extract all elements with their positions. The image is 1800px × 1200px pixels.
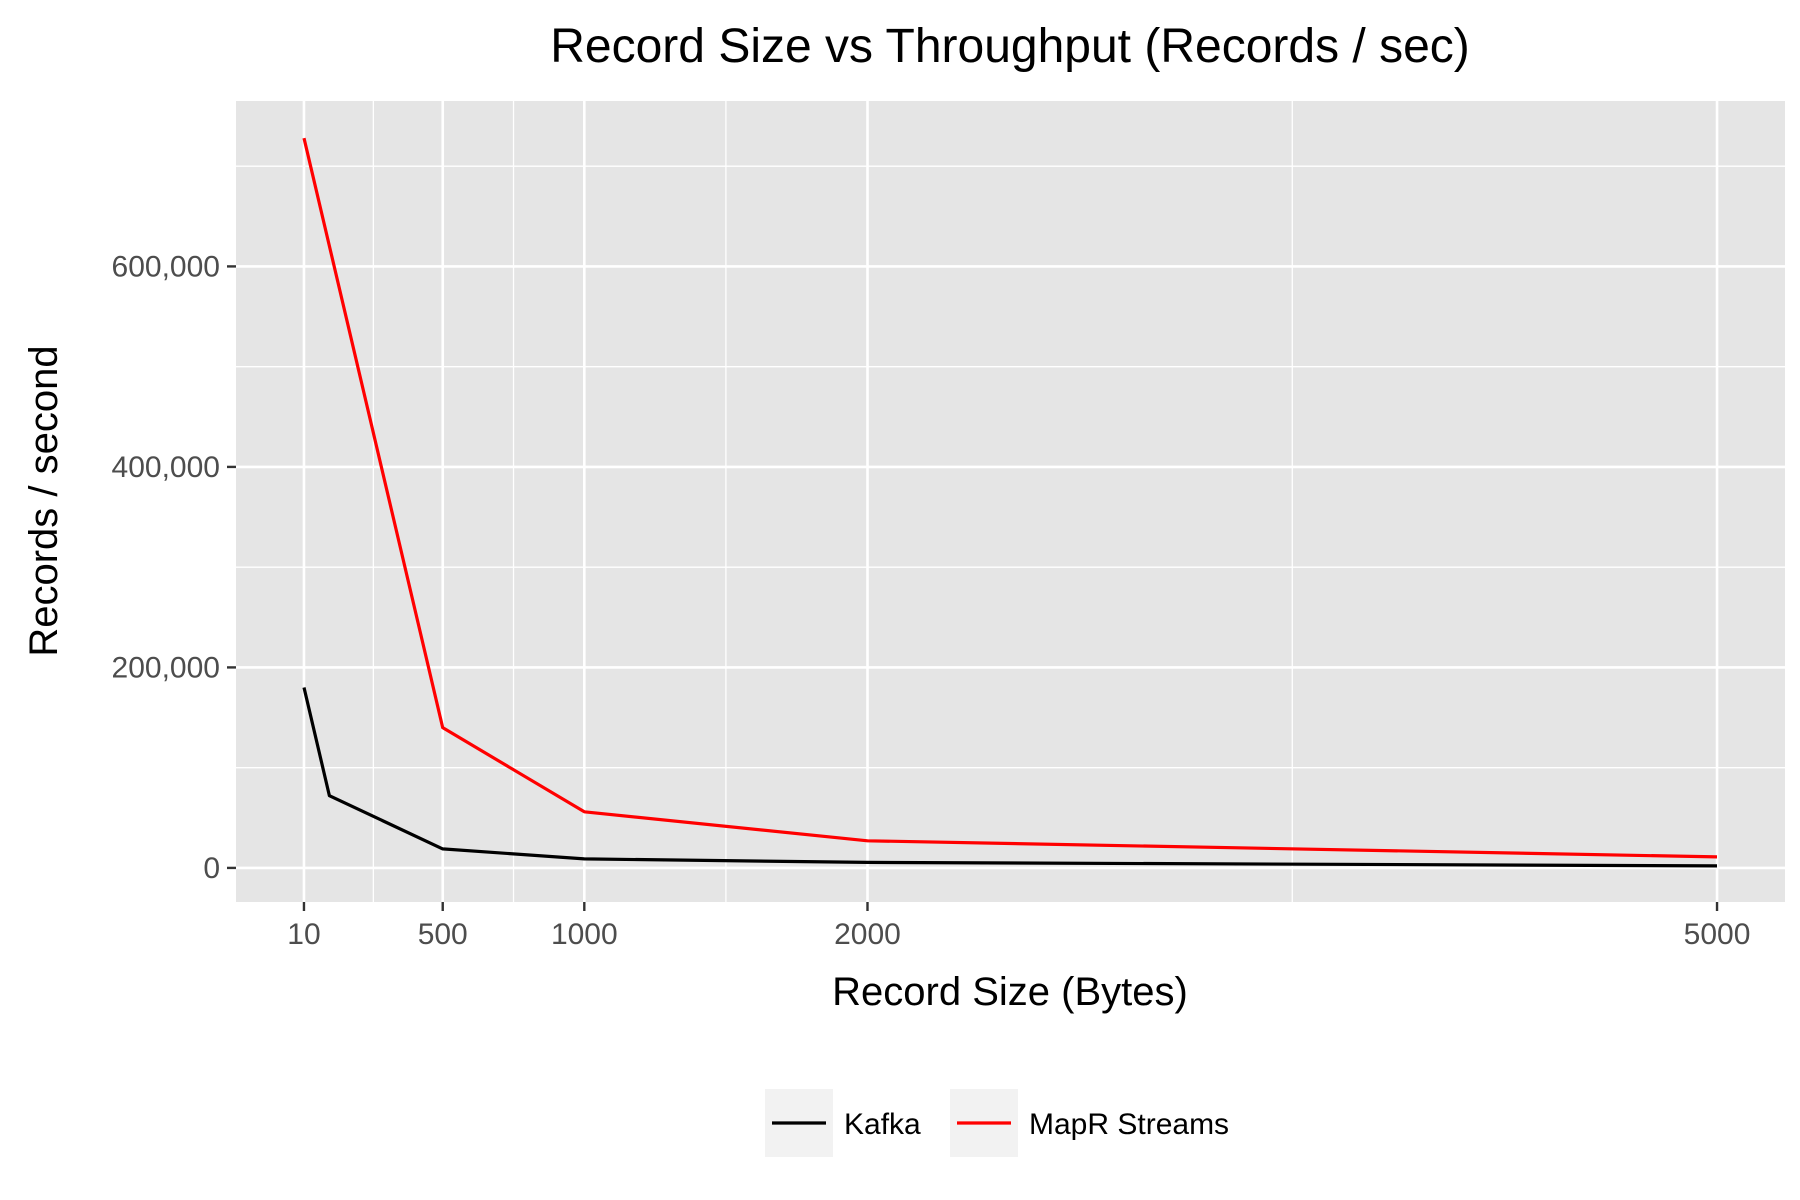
y-tick-label: 400,000	[112, 451, 220, 484]
y-tick-label: 200,000	[112, 651, 220, 684]
chart-title: Record Size vs Throughput (Records / sec…	[550, 20, 1470, 73]
x-tick-label: 5000	[1684, 918, 1751, 951]
legend: Kafka MapR Streams	[765, 1089, 1229, 1157]
x-axis: 10 500 1000 2000 5000	[287, 902, 1750, 951]
grid-lines	[236, 101, 1785, 902]
x-tick-label: 500	[418, 918, 468, 951]
y-axis-title: Records / second	[22, 345, 66, 656]
y-tick-label: 0	[203, 852, 220, 885]
x-tick-label: 2000	[834, 918, 901, 951]
legend-label-kafka: Kafka	[844, 1108, 921, 1141]
x-tick-label: 1000	[551, 918, 618, 951]
series-line-kafka	[302, 687, 1718, 868]
x-tick-label: 10	[287, 918, 320, 951]
y-tick-label: 600,000	[112, 250, 220, 283]
plot-panel	[236, 101, 1785, 902]
x-axis-title: Record Size (Bytes)	[832, 970, 1188, 1014]
legend-label-mapr-streams: MapR Streams	[1029, 1108, 1229, 1141]
series-lines	[302, 137, 1718, 868]
y-axis: 0 200,000 400,000 600,000	[112, 250, 236, 885]
series-line-mapr-streams	[302, 137, 1718, 859]
